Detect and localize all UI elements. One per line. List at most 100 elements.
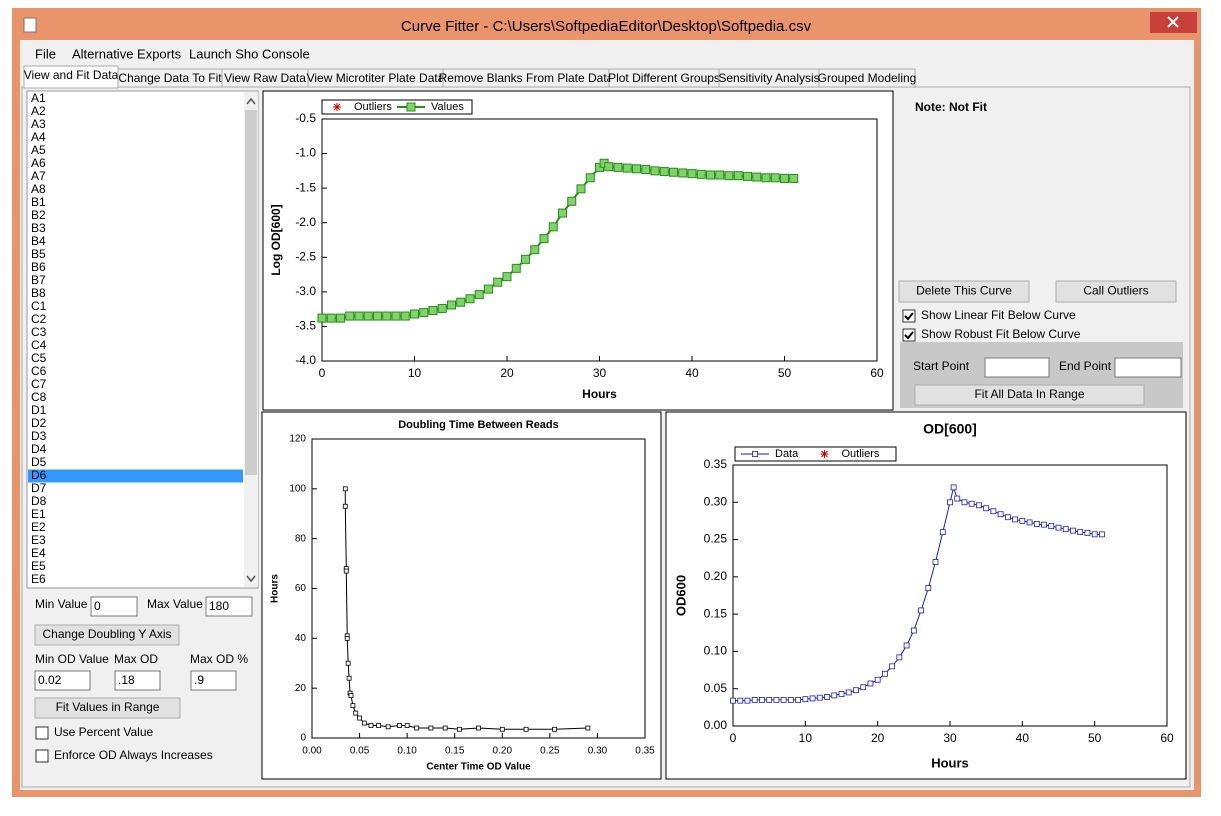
outlier-symbol: [820, 450, 829, 458]
well-item[interactable]: D7: [31, 481, 47, 495]
well-item[interactable]: D2: [31, 416, 47, 430]
data-point: [1077, 529, 1084, 536]
well-item[interactable]: C2: [31, 312, 47, 326]
data-point: [1084, 529, 1091, 536]
text-input[interactable]: [205, 596, 253, 617]
y-tick-label: -3.5: [295, 319, 316, 333]
well-item[interactable]: B3: [31, 221, 46, 235]
well-item[interactable]: B5: [31, 247, 46, 261]
button[interactable]: [34, 697, 181, 719]
button[interactable]: [914, 384, 1145, 406]
x-tick-label: 0: [319, 366, 326, 380]
well-item[interactable]: D6: [31, 468, 47, 482]
checkbox[interactable]: [902, 309, 916, 323]
y-tick-label: 0.30: [704, 494, 728, 508]
scroll-up[interactable]: [246, 97, 256, 105]
well-item[interactable]: A8: [31, 182, 46, 196]
y-tick-label: 80: [295, 533, 307, 544]
data-point: [889, 663, 896, 670]
data-point: [576, 184, 586, 194]
well-item[interactable]: C5: [31, 351, 47, 365]
data-point: [1062, 526, 1069, 533]
input-value: .9: [194, 673, 204, 687]
x-tick-label: 20: [500, 366, 514, 380]
well-item[interactable]: D3: [31, 429, 47, 443]
well-item[interactable]: C6: [31, 364, 47, 378]
menu-item[interactable]: File: [35, 46, 56, 61]
data-point: [345, 311, 355, 321]
well-item[interactable]: C8: [31, 390, 47, 404]
data-point: [499, 726, 505, 732]
data-point: [521, 254, 530, 264]
well-item[interactable]: B8: [31, 286, 46, 300]
outlier-symbol: [333, 103, 341, 111]
button[interactable]: [898, 280, 1030, 303]
text-input[interactable]: [90, 596, 138, 617]
scroll-down[interactable]: [246, 575, 256, 583]
well-item[interactable]: C4: [31, 338, 47, 352]
x-tick-label: 0.20: [493, 746, 513, 757]
data-point: [511, 263, 521, 273]
well-item[interactable]: B7: [31, 273, 46, 287]
well-item[interactable]: B6: [31, 260, 46, 274]
y-tick-label: -1.5: [295, 180, 316, 194]
text-input[interactable]: [34, 670, 91, 691]
text-input[interactable]: [984, 357, 1050, 378]
well-item[interactable]: C1: [31, 299, 47, 313]
well-item[interactable]: C3: [31, 325, 47, 339]
y-tick-label: 0.05: [704, 681, 728, 695]
input-value: 0: [94, 599, 101, 613]
well-item[interactable]: E2: [31, 520, 46, 534]
well-item[interactable]: A3: [31, 117, 46, 131]
data-point: [770, 173, 780, 183]
checkbox[interactable]: [35, 749, 49, 763]
well-item[interactable]: A6: [31, 156, 46, 170]
checkbox[interactable]: [902, 328, 916, 342]
button[interactable]: [34, 624, 180, 646]
well-item[interactable]: D4: [31, 442, 47, 456]
data-point: [1033, 521, 1040, 527]
well-item[interactable]: E6: [31, 572, 46, 586]
well-item[interactable]: A5: [31, 143, 46, 157]
y-tick-label: 0.20: [704, 569, 728, 583]
y-tick-label: -3.0: [295, 284, 316, 298]
y-tick-label: 40: [295, 633, 307, 644]
chart-panel: [262, 90, 894, 411]
tab[interactable]: [818, 68, 916, 88]
well-item[interactable]: B1: [31, 195, 46, 209]
menu-item[interactable]: Alternative Exports: [72, 46, 182, 61]
text-input[interactable]: [190, 670, 237, 691]
data-point: [954, 495, 961, 502]
well-item[interactable]: E3: [31, 533, 46, 547]
well-item[interactable]: D8: [31, 494, 47, 508]
button[interactable]: [1055, 280, 1177, 303]
button-label: Call Outliers: [1083, 284, 1148, 298]
checkbox[interactable]: [35, 726, 49, 740]
data-point: [925, 585, 932, 591]
text-input[interactable]: [114, 670, 161, 691]
text-input[interactable]: [1114, 357, 1182, 378]
y-axis-label: OD600: [673, 575, 688, 616]
well-item[interactable]: E4: [31, 546, 46, 560]
well-item[interactable]: B2: [31, 208, 46, 222]
well-item[interactable]: E1: [31, 507, 46, 521]
data-point: [1099, 531, 1105, 538]
well-item[interactable]: A7: [31, 169, 46, 183]
well-item[interactable]: D5: [31, 455, 47, 469]
x-tick-label: 30: [943, 731, 957, 745]
well-item[interactable]: A4: [31, 130, 46, 144]
well-item[interactable]: A2: [31, 104, 46, 118]
menu-item[interactable]: Launch Sho Console: [189, 46, 310, 61]
y-tick-label: -4.0: [295, 353, 316, 367]
well-item[interactable]: E5: [31, 559, 46, 573]
y-tick-label: 0.15: [704, 606, 728, 620]
data-point: [659, 167, 669, 177]
data-point: [997, 511, 1004, 518]
well-item[interactable]: C7: [31, 377, 47, 391]
data-point: [761, 173, 771, 183]
well-item[interactable]: D1: [31, 403, 47, 417]
scroll-thumb[interactable]: [245, 110, 257, 475]
well-item[interactable]: B4: [31, 234, 46, 248]
data-point: [1048, 523, 1055, 530]
well-item[interactable]: A1: [31, 91, 46, 105]
